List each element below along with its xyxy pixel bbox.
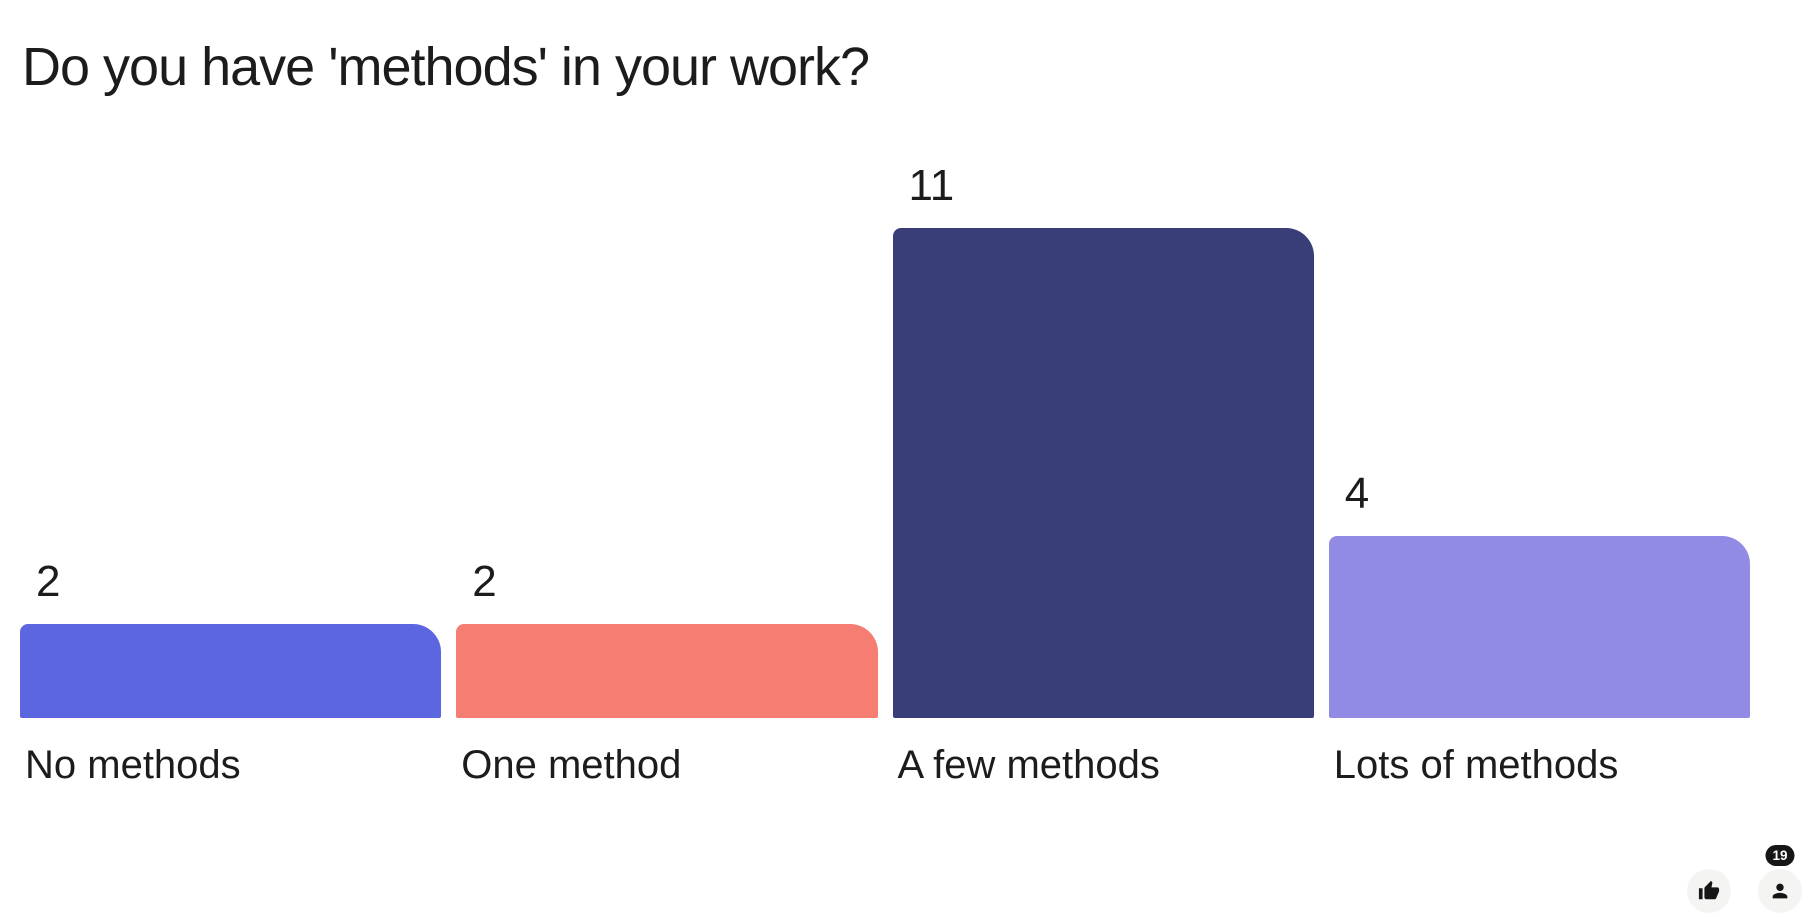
bar-category-label: A few methods: [897, 743, 1160, 787]
bar-chart-bars: 2 2 11 4: [20, 164, 1750, 718]
bar: [1328, 536, 1750, 718]
bar-value-label: 2: [36, 557, 61, 606]
like-button[interactable]: [1687, 869, 1731, 913]
bar-column: 2: [20, 557, 442, 718]
bar-value-label: 4: [1344, 469, 1370, 518]
participants-button[interactable]: 19: [1758, 845, 1802, 913]
bar-chart-labels: No methods One method A few methods Lots…: [20, 742, 1750, 788]
bar-column: 11: [892, 161, 1314, 718]
thumbs-up-icon: [1698, 880, 1720, 902]
bar: [20, 624, 442, 718]
bar-column: 4: [1328, 469, 1750, 718]
participant-count-badge: 19: [1765, 845, 1795, 866]
bar: [892, 228, 1314, 718]
bar-value-label: 2: [472, 557, 497, 606]
question-title: Do you have 'methods' in your work?: [22, 37, 870, 98]
bar-column: 2: [456, 557, 878, 718]
bar-category-label: Lots of methods: [1333, 743, 1619, 787]
reactions-toolbar: 19: [1687, 845, 1802, 913]
bar: [456, 624, 878, 718]
bar-value-label: 11: [908, 161, 955, 210]
bar-category-label: No methods: [25, 743, 241, 787]
bar-category-label: One method: [461, 743, 682, 787]
person-icon: [1769, 880, 1791, 902]
